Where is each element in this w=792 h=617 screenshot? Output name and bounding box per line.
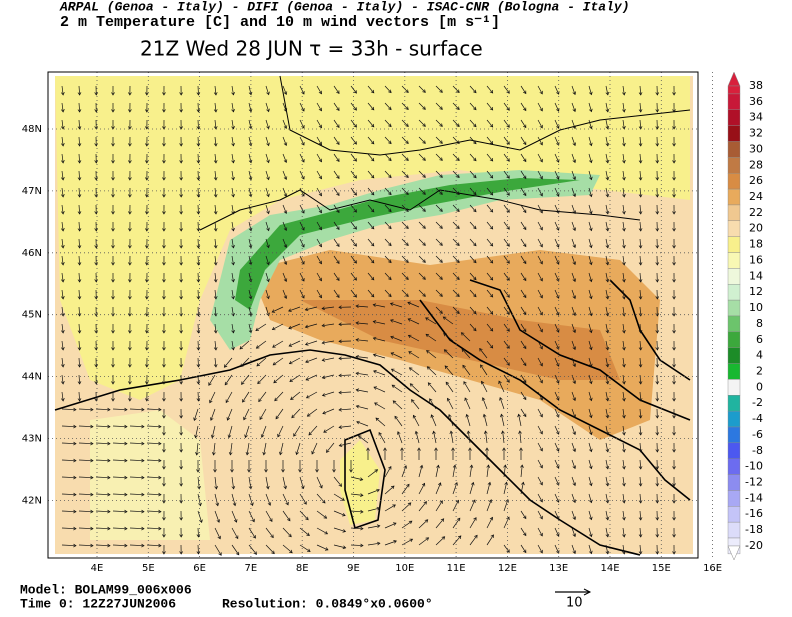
colorbar-label: -20 xyxy=(745,539,763,552)
colorbar-box xyxy=(728,506,740,522)
colorbar-box xyxy=(728,427,740,443)
colorbar-label: -12 xyxy=(745,476,763,489)
lat-label: 44N xyxy=(22,372,42,383)
lon-label: 4E xyxy=(91,563,104,574)
colorbar-box xyxy=(728,348,740,364)
colorbar-box xyxy=(728,173,740,189)
colorbar-box xyxy=(728,332,740,348)
lon-label: 8E xyxy=(296,563,309,574)
colorbar-label: 18 xyxy=(749,238,763,251)
colorbar-box xyxy=(728,110,740,126)
colorbar-label: 16 xyxy=(749,253,763,266)
colorbar-label: 4 xyxy=(756,349,763,362)
colorbar-label: 22 xyxy=(749,206,763,219)
colorbar-label: -18 xyxy=(745,523,763,536)
colorbar-label: -6 xyxy=(752,428,763,441)
map: 4E 5E 6E 7E 8E 9E 10E 11E 12E 13E 14E 15E 16E 48N 47N 4… xyxy=(22,72,722,574)
lon-label: 16E xyxy=(703,563,722,574)
colorbar-box xyxy=(728,142,740,158)
colorbar-box xyxy=(728,443,740,459)
colorbar-box xyxy=(728,237,740,253)
colorbar-label: 0 xyxy=(756,380,763,393)
colorbar-box xyxy=(728,522,740,538)
colorbar-label: 24 xyxy=(749,190,763,203)
field-title: 2 m Temperature [C] and 10 m wind vector… xyxy=(60,14,500,31)
lat-label: 47N xyxy=(22,186,42,197)
colorbar-label: 8 xyxy=(756,317,763,330)
colorbar-box xyxy=(728,94,740,110)
colorbar-label: -8 xyxy=(752,444,763,457)
lon-label: 6E xyxy=(193,563,206,574)
lat-label: 48N xyxy=(22,124,42,135)
time0-label: Time 0: 12Z27JUN2006 xyxy=(20,596,176,611)
lon-label: 11E xyxy=(447,563,466,574)
colorbar-box xyxy=(728,316,740,332)
colorbar-box xyxy=(728,459,740,475)
colorbar-box xyxy=(728,300,740,316)
colorbar-label: 36 xyxy=(749,95,763,108)
lat-label: 45N xyxy=(22,310,42,321)
colorbar-box xyxy=(728,395,740,411)
colorbar-box xyxy=(728,475,740,491)
colorbar-box xyxy=(728,157,740,173)
colorbar-label: 6 xyxy=(756,333,763,346)
colorbar: 38363432302826242220181614121086420-2-4-… xyxy=(728,72,763,560)
lon-label: 5E xyxy=(142,563,155,574)
lat-label: 46N xyxy=(22,248,42,259)
colorbar-label: 38 xyxy=(749,79,763,92)
colorbar-box xyxy=(728,364,740,380)
model-label: Model: BOLAM99_006x006 xyxy=(20,582,192,597)
colorbar-box xyxy=(728,284,740,300)
colorbar-box xyxy=(728,189,740,205)
time-title: 21Z Wed 28 JUN τ = 33h - surface xyxy=(140,37,483,61)
colorbar-label: -16 xyxy=(745,507,763,520)
lon-label: 14E xyxy=(600,563,619,574)
colorbar-box xyxy=(728,253,740,269)
colorbar-box xyxy=(728,205,740,221)
colorbar-box xyxy=(728,268,740,284)
vector-scale-label: 10 xyxy=(566,596,583,611)
lat-label: 42N xyxy=(22,495,42,506)
colorbar-box xyxy=(728,221,740,237)
colorbar-top-cap xyxy=(728,72,740,86)
lon-label: 7E xyxy=(245,563,258,574)
lon-label: 12E xyxy=(498,563,517,574)
colorbar-label: 20 xyxy=(749,222,763,235)
colorbar-label: 12 xyxy=(749,285,763,298)
resolution-label: Resolution: 0.0849°x0.0600° xyxy=(222,596,433,611)
lon-label: 15E xyxy=(652,563,671,574)
colorbar-label: 34 xyxy=(749,111,763,124)
colorbar-label: 10 xyxy=(749,301,763,314)
lon-label: 13E xyxy=(549,563,568,574)
credits: ARPAL (Genoa - Italy) - DIFI (Genoa - It… xyxy=(59,0,630,14)
colorbar-label: -2 xyxy=(752,396,763,409)
colorbar-box xyxy=(728,379,740,395)
colorbar-label: -4 xyxy=(752,412,763,425)
colorbar-label: 26 xyxy=(749,174,763,187)
colorbar-box xyxy=(728,411,740,427)
colorbar-box xyxy=(728,490,740,506)
colorbar-label: 14 xyxy=(749,269,763,282)
colorbar-label: 32 xyxy=(749,127,763,140)
colorbar-label: 2 xyxy=(756,364,763,377)
colorbar-label: -14 xyxy=(745,491,763,504)
lon-label: 9E xyxy=(347,563,360,574)
lat-label: 43N xyxy=(22,434,42,445)
colorbar-label: 28 xyxy=(749,158,763,171)
colorbar-box xyxy=(728,126,740,142)
colorbar-label: 30 xyxy=(749,142,763,155)
colorbar-label: -10 xyxy=(745,460,763,473)
lon-label: 10E xyxy=(395,563,414,574)
colorbar-box xyxy=(728,86,740,94)
